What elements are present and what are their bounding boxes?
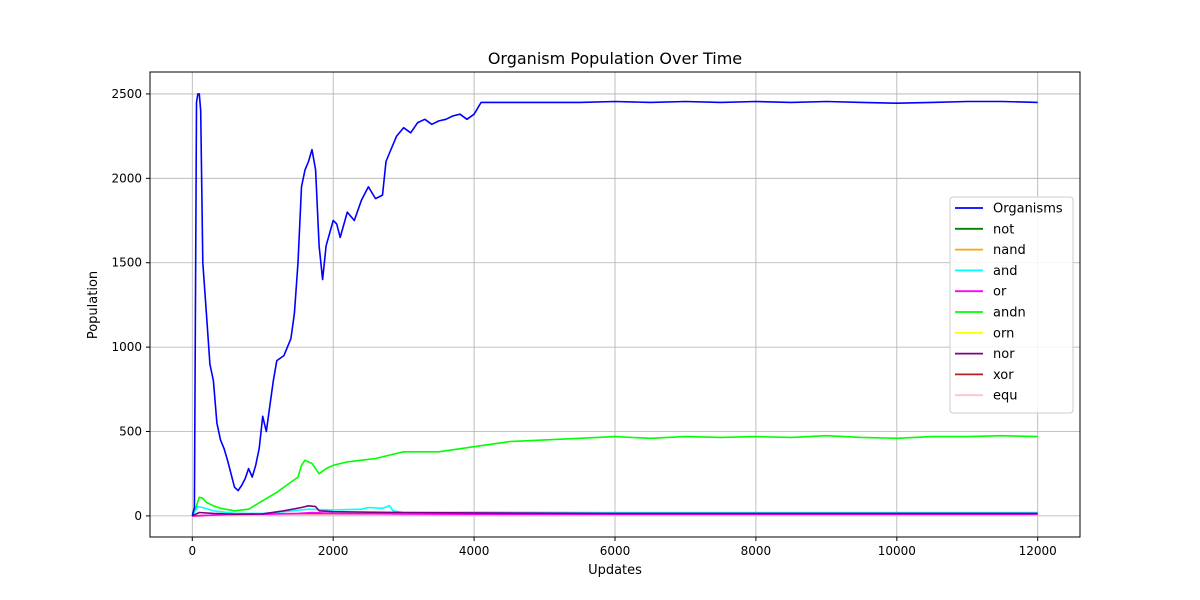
legend-label: orn [993,326,1014,341]
y-tick-label: 2000 [111,171,142,185]
legend: Organisms not nand and or andn orn nor xor equ [949,196,1074,414]
x-axis: 0 2000 4000 6000 8000 10000 12000 [188,537,1057,558]
legend-box [949,196,1074,414]
x-tick-label: 8000 [741,544,772,558]
y-tick-label: 2500 [111,87,142,101]
legend-label: not [993,222,1014,237]
y-tick-label: 0 [134,509,142,523]
legend-label: equ [993,389,1018,404]
legend-label: or [993,285,1007,300]
x-tick-label: 12000 [1019,544,1057,558]
x-tick-label: 6000 [600,544,631,558]
x-axis-label: Updates [588,563,642,578]
legend-label: and [993,264,1017,279]
legend-label: andn [993,306,1026,321]
x-tick-label: 4000 [459,544,490,558]
chart-title: Organism Population Over Time [488,49,742,68]
series-line-equ [192,514,1038,517]
series-line-nor [191,504,1038,517]
x-tick-label: 2000 [318,544,349,558]
y-tick-label: 1000 [111,340,142,354]
series-layer [191,93,1038,517]
y-tick-label: 1500 [111,256,142,270]
series-line-andn [191,434,1038,517]
x-tick-label: 10000 [878,544,916,558]
legend-label: Organisms [993,202,1063,217]
legend-label: xor [993,368,1014,383]
series-line-and [191,504,1038,517]
legend-label: nand [993,243,1026,258]
legend-label: nor [993,347,1015,362]
series-line-organisms [191,93,1038,517]
grid-lines [150,72,1080,537]
y-axis: 0 500 1000 1500 2000 2500 [111,87,150,523]
x-tick-label: 0 [188,544,196,558]
y-axis-label: Population [86,271,101,339]
y-tick-label: 500 [119,425,142,439]
